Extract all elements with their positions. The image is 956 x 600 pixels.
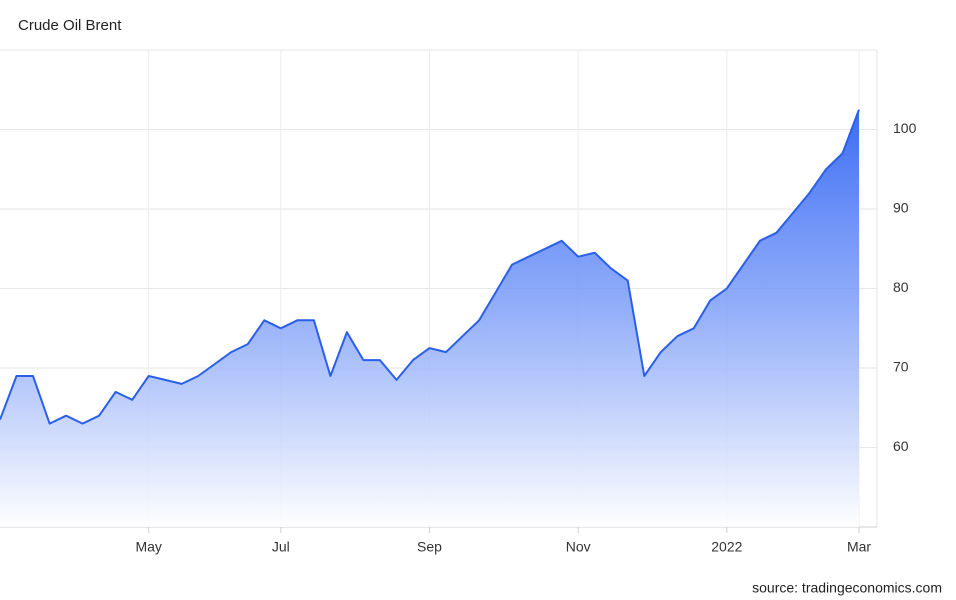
source-note: source: tradingeconomics.com [752,580,942,596]
y-tick-label: 70 [893,359,909,375]
area [0,109,859,527]
y-tick-label: 100 [893,120,917,136]
x-tick-label: 2022 [711,539,742,555]
x-tick-label: Sep [417,539,442,555]
y-tick-label: 90 [893,200,909,216]
x-tick-label: Mar [847,539,871,555]
y-tick-label: 80 [893,279,909,295]
chart-title: Crude Oil Brent [18,17,122,34]
x-tick-label: May [135,539,161,555]
y-tick-label: 60 [893,438,909,454]
line [0,109,860,425]
x-tick-label: Nov [566,539,591,555]
x-tick-label: Jul [272,539,290,555]
